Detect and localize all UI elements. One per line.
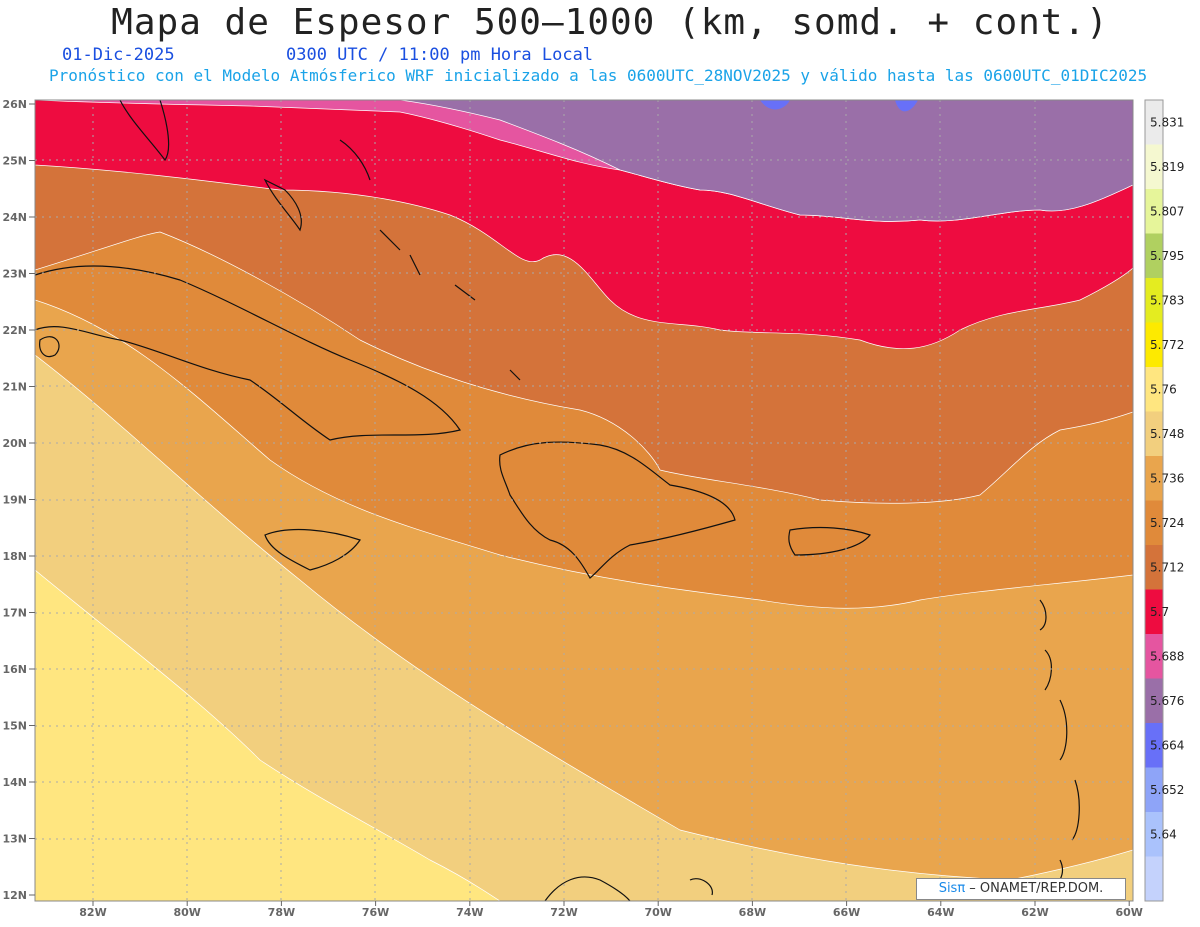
lat-label: 12N: [2, 889, 27, 902]
credit-brand: Sisπ: [938, 881, 966, 896]
lon-label: 66W: [833, 906, 860, 919]
colorbar-label: 5.712: [1150, 560, 1184, 574]
lat-label: 26N: [2, 98, 27, 111]
colorbar-label: 5.688: [1150, 649, 1184, 663]
lat-label: 24N: [2, 211, 27, 224]
colorbar: 5.831 5.819 5.807 5.795 5.783 5.772 5.76 5.748 5…: [1144, 99, 1184, 902]
colorbar-label: 5.772: [1150, 338, 1184, 352]
lat-label: 22N: [2, 324, 27, 337]
colorbar-swatch: [1145, 144, 1163, 190]
lat-label: 17N: [2, 607, 27, 620]
colorbar-label: 5.795: [1150, 249, 1184, 263]
lat-label: 20N: [2, 437, 27, 450]
credit-text: – ONAMET/REP.DOM.: [965, 881, 1104, 896]
date-label: 01-Dic-2025: [62, 45, 175, 65]
lon-label: 80W: [173, 906, 200, 919]
lat-label: 18N: [2, 550, 27, 563]
lon-label: 60W: [1115, 906, 1142, 919]
colorbar-swatch: [1145, 767, 1163, 813]
lat-label: 14N: [2, 776, 27, 789]
colorbar-label: 5.807: [1150, 204, 1184, 218]
colorbar-swatch: [1145, 278, 1163, 323]
colorbar-swatch: [1145, 233, 1163, 279]
colorbar-swatch: [1145, 723, 1163, 768]
map-frame: [34, 99, 1134, 902]
colorbar-label: 5.819: [1150, 160, 1184, 174]
lat-label: 15N: [2, 720, 27, 733]
colorbar-swatch: [1145, 100, 1163, 145]
coastlines: [35, 100, 1080, 901]
model-note: Pronóstico con el Modelo Atmósferico WRF…: [49, 66, 1148, 85]
colorbar-label: 5.64: [1150, 827, 1177, 841]
colorbar-swatch: [1145, 812, 1163, 857]
colorbar-frame: [1144, 99, 1164, 902]
lat-label: 25N: [2, 155, 27, 168]
colorbar-label: 5.736: [1150, 471, 1184, 485]
colorbar-label: 5.783: [1150, 293, 1184, 307]
credit-box: Sisπ – ONAMET/REP.DOM.: [916, 878, 1126, 900]
colorbar-label: 5.664: [1150, 738, 1184, 752]
colorbar-swatch: [1145, 456, 1163, 501]
lat-label: 19N: [2, 494, 27, 507]
longitude-axis: 82W 80W 78W 76W 74W 72W 70W 68W 66W 64W 62W 60W: [79, 901, 1143, 919]
colorbar-label: 5.76: [1150, 382, 1177, 396]
colorbar-label: 5.724: [1150, 516, 1184, 530]
colorbar-label: 5.748: [1150, 427, 1184, 441]
colorbar-swatch: [1145, 678, 1163, 724]
colorbar-label: 5.831: [1150, 115, 1184, 129]
band-5-664: [760, 100, 918, 112]
lat-label: 23N: [2, 268, 27, 281]
map-title: Mapa de Espesor 500—1000 (km, somd. + co…: [111, 2, 1109, 43]
grid-lines: [35, 100, 1133, 901]
lon-label: 78W: [268, 906, 295, 919]
colorbar-swatch: [1145, 189, 1163, 234]
colorbar-swatch: [1145, 411, 1163, 457]
lon-label: 72W: [550, 906, 577, 919]
latitude-axis: 26N 25N 24N 23N 22N 21N 20N 19N 18N 17N 16N 15N 14N 1…: [2, 98, 35, 902]
lat-label: 21N: [2, 381, 27, 394]
colorbar-swatch: [1145, 545, 1163, 590]
lon-label: 70W: [644, 906, 671, 919]
lon-label: 64W: [927, 906, 954, 919]
time-label: 0300 UTC / 11:00 pm Hora Local: [286, 45, 594, 65]
lat-label: 13N: [2, 833, 27, 846]
band-5-676: [399, 100, 1133, 222]
lon-label: 62W: [1021, 906, 1048, 919]
colorbar-label: 5.652: [1150, 783, 1184, 797]
colorbar-swatch: [1145, 367, 1163, 412]
lon-label: 76W: [362, 906, 389, 919]
colorbar-swatch: [1145, 500, 1163, 546]
colorbar-swatch: [1145, 322, 1163, 368]
colorbar-label: 5.7: [1150, 605, 1169, 619]
lon-label: 74W: [456, 906, 483, 919]
colorbar-swatch: [1145, 589, 1163, 635]
colorbar-swatch: [1145, 634, 1163, 679]
lat-label: 16N: [2, 663, 27, 676]
lon-label: 68W: [739, 906, 766, 919]
lon-label: 82W: [79, 906, 106, 919]
colorbar-label: 5.676: [1150, 694, 1184, 708]
colorbar-swatch: [1145, 856, 1163, 902]
